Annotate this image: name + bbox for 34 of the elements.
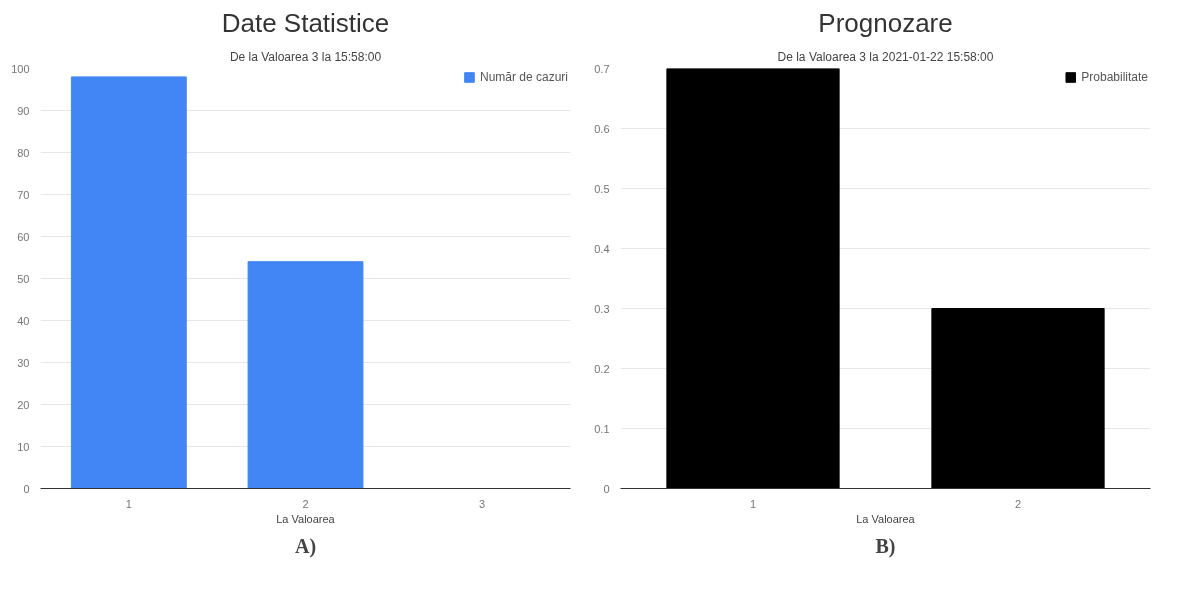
- y-tick-label: 30: [17, 356, 30, 369]
- x-tick-label: 3: [479, 497, 486, 510]
- text: A): [294, 534, 317, 558]
- y-tick-label: 10: [17, 440, 30, 453]
- y-tick-label: 70: [17, 188, 30, 201]
- y-tick-label: 60: [17, 230, 30, 243]
- x-tick-label: 2: [302, 497, 309, 510]
- text: B): [875, 534, 896, 558]
- x-axis-title: La Valoarea: [856, 512, 916, 525]
- y-tick-label: 100: [11, 62, 30, 75]
- y-tick-label: 0.4: [594, 242, 610, 255]
- y-tick-label: 0.7: [594, 62, 610, 75]
- x-tick-label: 2: [1014, 497, 1022, 510]
- chart-subtitle: De la Valoarea 3 la 15:58:00: [229, 49, 382, 64]
- x-tick-label: 1: [125, 497, 132, 510]
- y-tick-label: 0.3: [594, 302, 610, 315]
- chart-title: Prognozare: [818, 7, 953, 38]
- x-tick-label: 1: [749, 497, 757, 510]
- y-tick-label: 90: [17, 104, 30, 117]
- y-tick-label: 0.5: [594, 182, 610, 195]
- legend-label: Număr de cazuri: [479, 70, 568, 84]
- y-tick-label: 0: [23, 482, 30, 495]
- y-tick-label: 0: [603, 482, 610, 495]
- legend-label: Probabilitate: [1081, 70, 1148, 84]
- chart-title: Date Statistice: [221, 7, 390, 38]
- y-tick-label: 0.2: [594, 362, 610, 375]
- y-tick-label: 50: [17, 272, 30, 285]
- y-tick-label: 0.1: [594, 422, 610, 435]
- chart-subtitle: De la Valoarea 3 la 2021-01-22 15:58:00: [777, 49, 994, 64]
- y-tick-label: 80: [17, 146, 30, 159]
- y-tick-label: 20: [17, 398, 30, 411]
- x-axis-title: La Valoarea: [276, 512, 336, 525]
- y-tick-label: 40: [17, 314, 30, 327]
- y-tick-label: 0.6: [594, 122, 610, 135]
